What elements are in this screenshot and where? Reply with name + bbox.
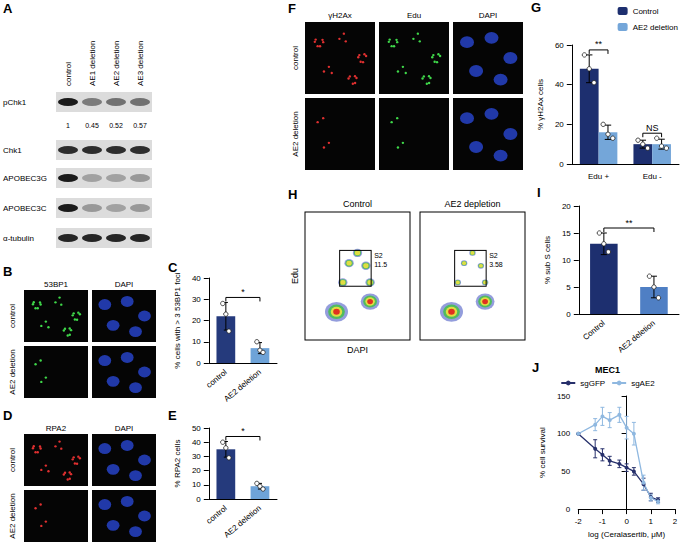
svg-text:control: control: [64, 62, 73, 86]
svg-text:AE3 deletion: AE3 deletion: [136, 41, 145, 86]
svg-text:Edu -: Edu -: [643, 172, 662, 181]
svg-text:10: 10: [192, 480, 201, 489]
svg-text:11.5: 11.5: [374, 261, 387, 268]
svg-text:AE2 deletion: AE2 deletion: [112, 41, 121, 86]
svg-text:NS: NS: [646, 123, 659, 133]
svg-text:50: 50: [561, 467, 570, 476]
svg-text:*: *: [241, 287, 245, 297]
svg-text:DAPI: DAPI: [347, 345, 368, 355]
svg-text:Chk1: Chk1: [3, 146, 22, 155]
svg-text:-2: -2: [575, 517, 583, 526]
svg-text:E: E: [168, 408, 177, 423]
svg-text:G: G: [531, 0, 541, 15]
svg-text:control: control: [205, 367, 229, 389]
svg-text:40: 40: [192, 438, 201, 447]
svg-text:1: 1: [66, 122, 70, 129]
svg-text:sgAE2: sgAE2: [631, 379, 655, 388]
svg-text:DAPI: DAPI: [115, 280, 134, 289]
svg-text:0: 0: [196, 495, 201, 504]
svg-text:10: 10: [192, 337, 201, 346]
svg-text:control: control: [205, 503, 229, 525]
svg-text:30: 30: [192, 295, 201, 304]
svg-text:40: 40: [192, 274, 201, 283]
svg-text:control: control: [291, 46, 300, 70]
svg-text:APOBEC3G: APOBEC3G: [3, 174, 47, 183]
svg-text:60: 60: [555, 41, 564, 50]
svg-text:% cells with > 3 53BP1 foci: % cells with > 3 53BP1 foci: [173, 272, 182, 368]
svg-text:2: 2: [673, 517, 678, 526]
svg-text:Edu: Edu: [290, 268, 300, 284]
svg-text:-1: -1: [599, 517, 607, 526]
svg-text:AE2 deletion: AE2 deletion: [222, 504, 263, 540]
svg-text:50: 50: [192, 424, 201, 433]
svg-text:AE2 deletion: AE2 deletion: [633, 23, 678, 32]
svg-text:20: 20: [192, 316, 201, 325]
svg-text:15: 15: [562, 229, 571, 238]
svg-text:Control: Control: [343, 199, 372, 209]
svg-text:3.58: 3.58: [489, 261, 503, 268]
svg-text:B: B: [3, 264, 12, 279]
svg-text:**: **: [625, 218, 633, 228]
svg-text:AE2 depletion: AE2 depletion: [444, 199, 500, 209]
svg-text:% cell survival: % cell survival: [538, 427, 547, 478]
svg-text:C: C: [168, 260, 178, 275]
svg-text:% sub S cells: % sub S cells: [543, 236, 552, 284]
svg-text:Control: Control: [633, 7, 659, 16]
svg-text:150: 150: [557, 392, 571, 401]
svg-text:AE2 deletion: AE2 deletion: [291, 111, 300, 156]
svg-text:α-tubulin: α-tubulin: [3, 234, 34, 243]
svg-text:γH2Ax: γH2Ax: [328, 11, 352, 20]
svg-text:0: 0: [559, 160, 564, 169]
svg-text:Control: Control: [581, 318, 607, 342]
svg-text:I: I: [537, 185, 541, 200]
svg-text:53BP1: 53BP1: [44, 280, 69, 289]
svg-text:D: D: [3, 408, 12, 423]
svg-text:**: **: [595, 39, 603, 49]
svg-text:pChk1: pChk1: [3, 98, 27, 107]
svg-text:0: 0: [196, 359, 201, 368]
svg-text:AE2 deletion: AE2 deletion: [8, 349, 17, 394]
svg-text:0.57: 0.57: [133, 122, 147, 129]
svg-text:1: 1: [649, 517, 654, 526]
svg-text:S2: S2: [489, 252, 498, 259]
svg-text:20: 20: [192, 466, 201, 475]
svg-text:0: 0: [624, 517, 629, 526]
svg-text:20: 20: [562, 202, 571, 211]
svg-text:sgGFP: sgGFP: [580, 379, 605, 388]
svg-text:0.52: 0.52: [109, 122, 123, 129]
svg-text:S2: S2: [374, 252, 383, 259]
svg-text:control: control: [8, 448, 17, 472]
svg-text:RPA2: RPA2: [46, 424, 67, 433]
svg-text:40: 40: [555, 80, 564, 89]
svg-text:A: A: [3, 1, 13, 16]
svg-text:10: 10: [562, 256, 571, 265]
svg-text:DAPI: DAPI: [115, 424, 134, 433]
svg-text:control: control: [8, 304, 17, 328]
svg-text:AE2 deletion: AE2 deletion: [8, 493, 17, 538]
svg-text:DAPI: DAPI: [479, 11, 498, 20]
svg-text:AE2 deletion: AE2 deletion: [222, 368, 263, 404]
svg-text:*: *: [241, 426, 245, 436]
svg-text:20: 20: [555, 120, 564, 129]
svg-text:AE1 deletion: AE1 deletion: [88, 41, 97, 86]
svg-text:% RPA2 cells: % RPA2 cells: [173, 440, 182, 488]
svg-text:Edu +: Edu +: [588, 172, 609, 181]
svg-text:AE2 deletion: AE2 deletion: [616, 319, 657, 355]
svg-text:APOBEC3C: APOBEC3C: [3, 204, 47, 213]
svg-text:5: 5: [566, 283, 571, 292]
svg-text:MEC1: MEC1: [595, 365, 620, 375]
svg-text:0.45: 0.45: [85, 122, 99, 129]
svg-text:Edu: Edu: [407, 11, 421, 20]
svg-text:0: 0: [566, 310, 571, 319]
svg-text:0: 0: [566, 505, 571, 514]
svg-text:100: 100: [557, 429, 571, 438]
svg-text:30: 30: [192, 452, 201, 461]
svg-text:log (Ceralasertib, μM): log (Ceralasertib, μM): [588, 530, 665, 539]
svg-text:% γH2Ax cells: % γH2Ax cells: [536, 79, 545, 130]
svg-text:J: J: [532, 360, 539, 375]
svg-text:F: F: [288, 1, 296, 16]
svg-text:H: H: [288, 187, 297, 202]
